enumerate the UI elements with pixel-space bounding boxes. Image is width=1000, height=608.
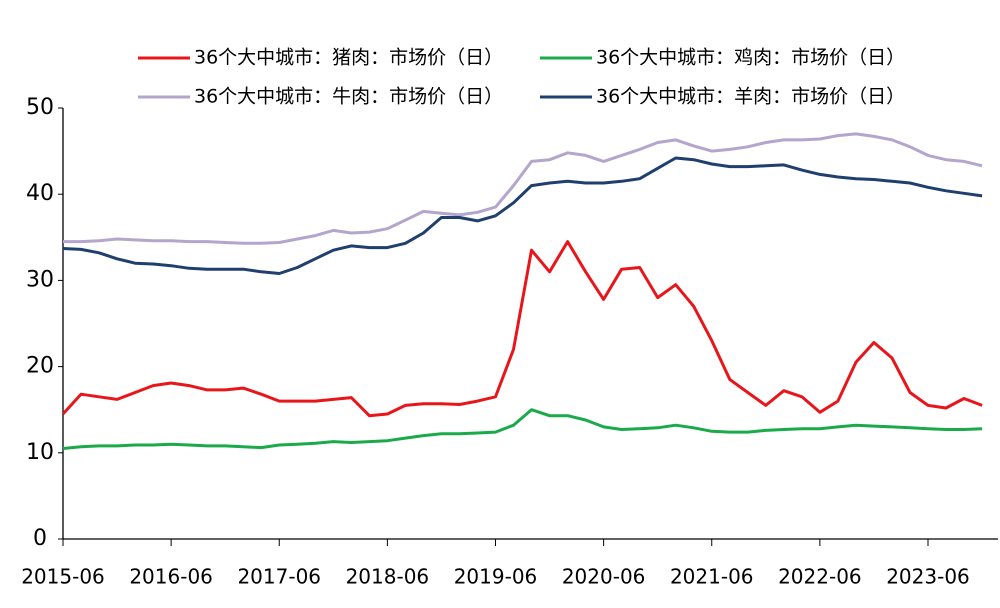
x-tick-label: 2021-06 [670,565,754,589]
x-tick-label: 2015-06 [21,565,105,589]
y-tick-label: 10 [26,440,54,465]
legend-label: 36个大中城市：鸡肉：市场价（日） [596,47,905,69]
legend-label: 36个大中城市：牛肉：市场价（日） [194,86,503,108]
series-line [63,132,983,245]
x-tick-label: 2020-06 [562,565,646,589]
series-line [62,408,983,450]
x-tick-label: 2018-06 [346,565,430,589]
x-tick-label: 2023-06 [886,565,970,589]
x-tick-label: 2016-06 [129,565,213,589]
x-tick-label: 2022-06 [778,565,862,589]
y-tick-label: 20 [26,354,54,379]
x-tick-label: 2019-06 [454,565,538,589]
series-line [61,240,983,418]
y-tick-label: 50 [26,95,54,120]
y-tick-label: 40 [26,181,54,206]
y-tick-label: 0 [33,526,47,551]
legend-label: 36个大中城市：羊肉：市场价（日） [596,86,905,108]
series-line [62,156,983,275]
y-tick-label: 30 [26,267,54,292]
x-tick-label: 2017-06 [237,565,321,589]
legend-label: 36个大中城市：猪肉：市场价（日） [194,47,503,69]
